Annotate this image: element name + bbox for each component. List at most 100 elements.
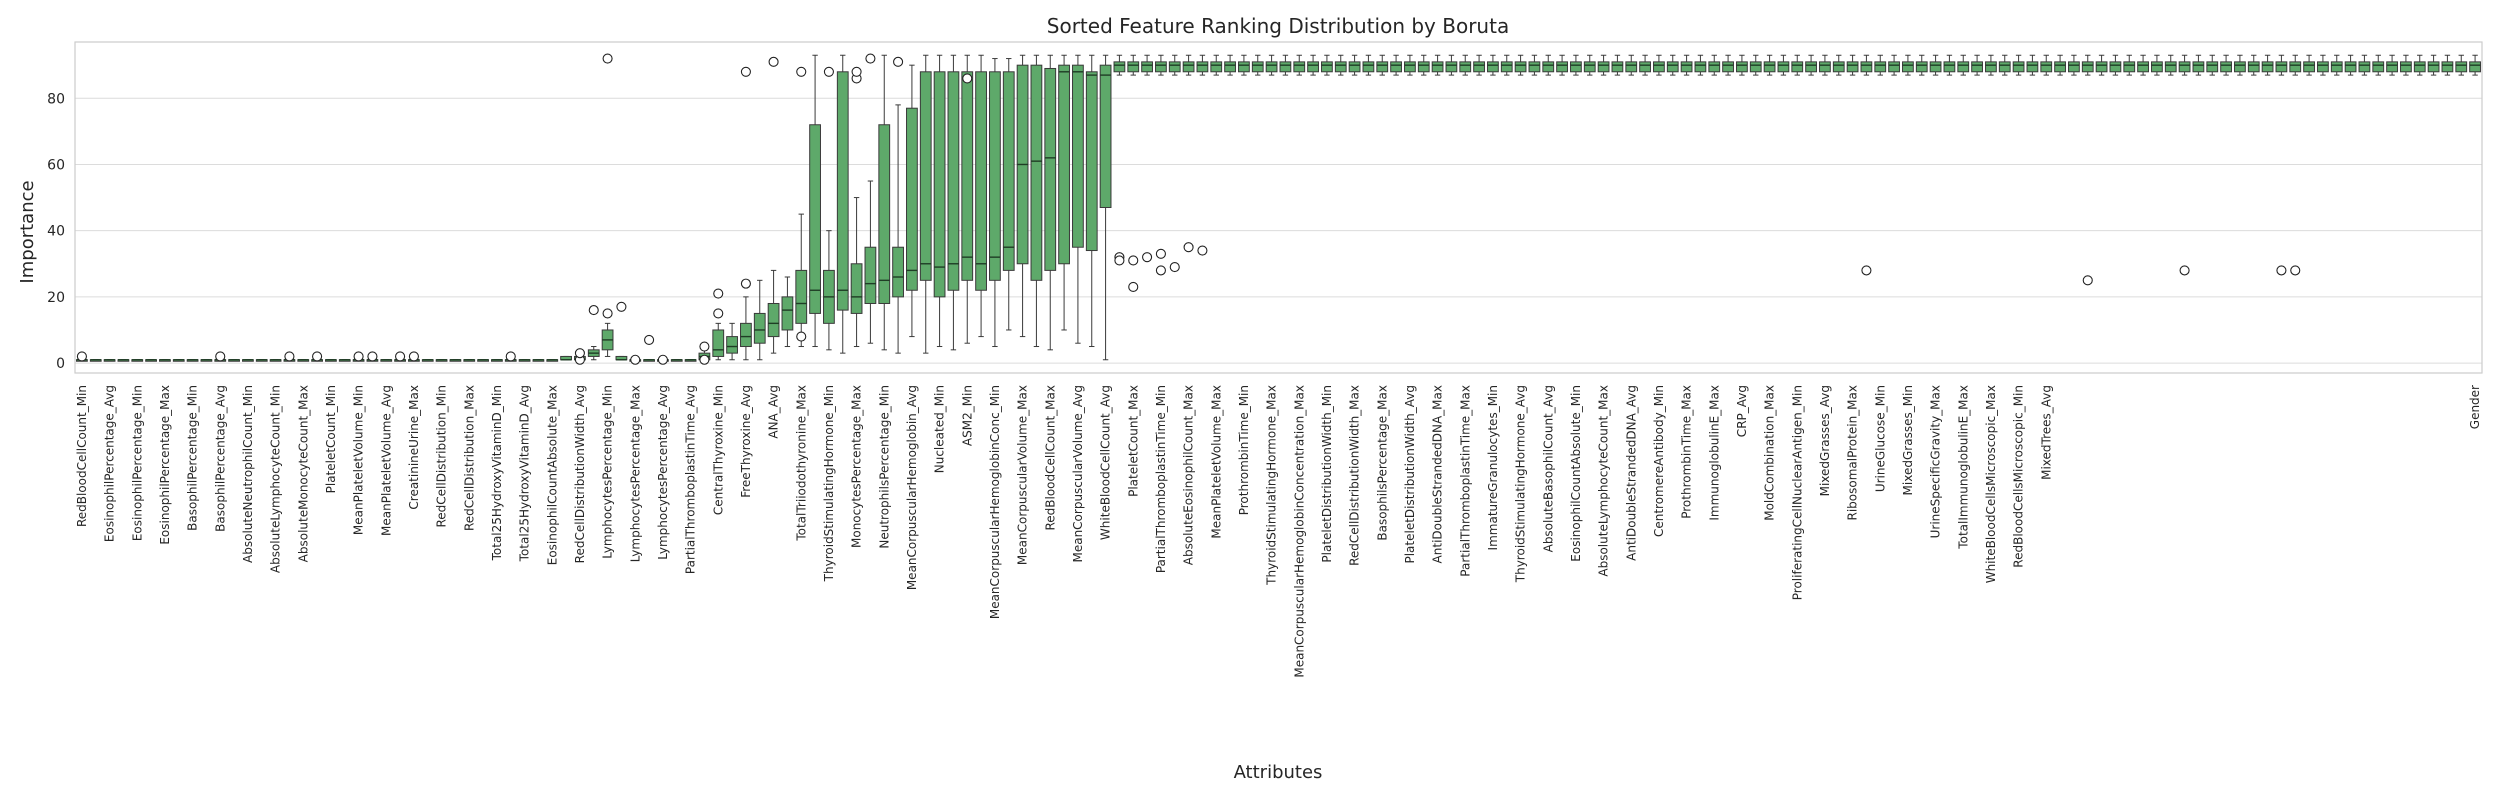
box-139 <box>1985 54 1997 76</box>
box-iqr <box>864 246 877 304</box>
box-iqr <box>919 71 932 281</box>
box-121 <box>1736 54 1748 76</box>
box-21 <box>352 351 365 362</box>
box-69 <box>1016 54 1029 338</box>
x-tick-label: MeanCorpuscularHemoglobinConc_Min <box>988 385 1002 619</box>
outlier-point <box>699 341 710 352</box>
box-iqr <box>809 124 821 314</box>
box-104 <box>1500 54 1513 76</box>
box-iqr <box>2068 61 2080 73</box>
box-iqr <box>1777 61 1790 73</box>
box-45 <box>684 359 697 362</box>
box-iqr <box>2123 61 2136 73</box>
box-5 <box>131 359 144 362</box>
x-tick-label: ThyroidStimulatingHormone_Avg <box>1514 385 1528 583</box>
x-tick-label: RedBloodCellsMicroscopic_Min <box>2012 385 2026 568</box>
box-51 <box>767 56 780 354</box>
box-54 <box>809 54 821 348</box>
x-tick-label: RedCellDistributionWidth_Max <box>1348 385 1362 566</box>
box-13 <box>242 359 254 362</box>
box-38 <box>587 305 600 361</box>
box-iqr <box>1542 61 1555 73</box>
outlier-point <box>408 351 419 362</box>
box-119 <box>1708 54 1721 76</box>
box-iqr <box>1376 61 1389 73</box>
box-43 <box>657 354 669 365</box>
box-81 <box>1182 54 1195 253</box>
outlier-point <box>1128 255 1139 266</box>
box-133 <box>1902 54 1914 76</box>
x-tick-label: BasophilsPercentage_Max <box>1375 385 1389 541</box>
box-71 <box>1044 54 1057 351</box>
outlier-point <box>796 66 807 77</box>
x-tick-label: TotalTriiodothyronine_Max <box>794 385 808 542</box>
box-iqr <box>1279 61 1292 73</box>
box-iqr <box>1902 61 1914 73</box>
outlier-point <box>630 354 641 365</box>
box-151 <box>2151 54 2163 76</box>
outlier-point <box>796 331 807 342</box>
box-iqr <box>1362 61 1375 73</box>
box-iqr <box>1500 61 1513 73</box>
box-105 <box>1514 54 1527 76</box>
x-tick-label: AbsoluteMonocyteCount_Max <box>296 385 310 562</box>
outlier-point <box>284 351 295 362</box>
box-20 <box>338 359 351 362</box>
box-iqr <box>1445 61 1458 73</box>
box-iqr <box>1085 71 1098 252</box>
outlier-point <box>851 66 862 77</box>
box-12 <box>228 359 240 362</box>
x-tick-label: BasophilPercentage_Min <box>186 385 200 531</box>
box-iqr <box>1832 61 1845 73</box>
box-iqr <box>1639 61 1651 73</box>
box-iqr <box>2427 61 2440 73</box>
box-25 <box>408 351 420 362</box>
x-tick-label: MixedTrees_Avg <box>2039 385 2053 480</box>
box-95 <box>1376 54 1389 76</box>
x-tick-label: MeanPlateletVolume_Avg <box>379 385 393 536</box>
outlier-point <box>2276 265 2287 276</box>
box-142 <box>2026 54 2039 76</box>
box-61 <box>906 64 918 338</box>
box-iqr <box>1265 61 1278 73</box>
x-tick-label: MonocytesPercentage_Max <box>850 385 864 548</box>
box-iqr <box>2275 61 2288 73</box>
box-164 <box>2330 54 2343 76</box>
box-41 <box>629 354 642 365</box>
box-iqr <box>1915 61 1928 73</box>
box-iqr <box>1943 61 1956 73</box>
box-65 <box>961 54 974 344</box>
box-iqr <box>1058 64 1070 265</box>
box-iqr <box>2469 61 2481 73</box>
x-tick-label: PlateletDistributionWidth_Min <box>1320 385 1334 563</box>
outlier-point <box>1155 248 1166 259</box>
box-iqr <box>726 336 738 354</box>
box-iqr <box>1708 61 1721 73</box>
box-iqr <box>1583 61 1596 73</box>
outlier-point <box>823 66 834 77</box>
box-iqr <box>1307 61 1319 73</box>
box-iqr <box>892 246 904 298</box>
box-161 <box>2289 54 2302 276</box>
outlier-point <box>616 301 627 312</box>
box-125 <box>1791 54 1804 76</box>
x-tick-label: Total25HydroxyVitaminD_Avg <box>518 385 532 562</box>
x-tick-label: BasophilPercentage_Avg <box>213 385 227 532</box>
box-82 <box>1196 54 1209 256</box>
box-49 <box>740 66 752 361</box>
box-55 <box>823 66 835 351</box>
box-109 <box>1570 54 1582 76</box>
box-iqr <box>1390 61 1402 73</box>
box-iqr <box>712 329 725 357</box>
box-iqr <box>1611 61 1624 73</box>
outlier-point <box>574 348 585 359</box>
box-107 <box>1542 54 1555 76</box>
box-80 <box>1168 54 1181 273</box>
box-53 <box>795 66 808 348</box>
box-iqr <box>1528 61 1541 73</box>
box-iqr <box>1722 61 1734 73</box>
box-84 <box>1224 54 1236 76</box>
outlier-point <box>1197 245 1208 256</box>
x-tick-label: RedBloodCellCount_Max <box>1043 385 1057 531</box>
box-iqr <box>1196 61 1209 73</box>
